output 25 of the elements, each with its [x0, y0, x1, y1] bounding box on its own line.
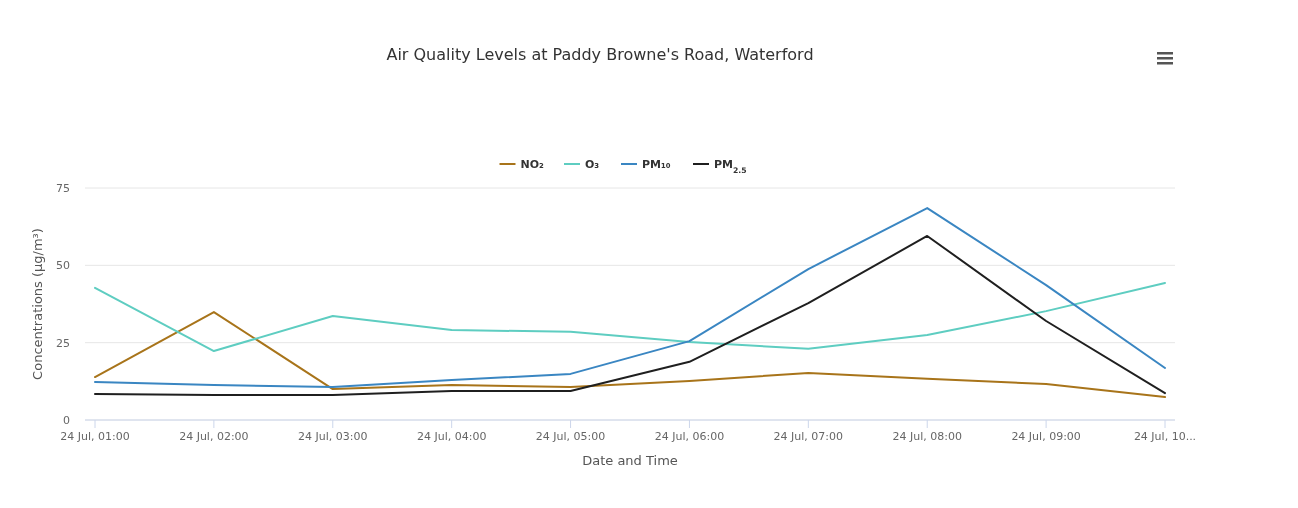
chart-title: Air Quality Levels at Paddy Browne's Road, Waterford — [386, 45, 814, 64]
x-tick-label: 24 Jul, 04:00 — [416, 430, 487, 443]
x-tick-label: 24 Jul, 05:00 — [535, 430, 606, 443]
x-axis-title: Date and Time — [582, 453, 678, 468]
legend-label: O₃ — [585, 158, 600, 171]
legend-label: PM$_{2.5}$ — [714, 158, 747, 175]
y-tick-label: 0 — [63, 414, 70, 427]
line-series — [94, 234, 1166, 396]
y-tick-label: 50 — [56, 259, 70, 273]
legend-label: PM₁₀ — [642, 158, 671, 171]
line-series — [94, 207, 1166, 388]
x-tick-label: 24 Jul, 02:00 — [179, 430, 249, 443]
y-tick-label: 25 — [56, 336, 70, 350]
line-series — [94, 281, 1166, 353]
x-tick-label: 24 Jul, 07:00 — [773, 430, 844, 443]
legend-label: NO₂ — [520, 158, 545, 171]
y-tick-label: 75 — [56, 182, 70, 195]
x-tick-label: 24 Jul, 01:00 — [60, 430, 130, 443]
line-series — [94, 311, 1166, 399]
x-tick-label: 24 Jul, 09:00 — [1011, 430, 1081, 443]
x-tick-label: 24 Jul, 08:00 — [892, 430, 962, 443]
x-tick-label: 24 Jul, 03:00 — [298, 430, 368, 443]
y-axis-title: Concentrations (µg/m³) — [30, 228, 45, 380]
x-tick-label: 24 Jul, 10... — [1133, 430, 1197, 443]
x-tick-label: 24 Jul, 06:00 — [654, 430, 725, 443]
